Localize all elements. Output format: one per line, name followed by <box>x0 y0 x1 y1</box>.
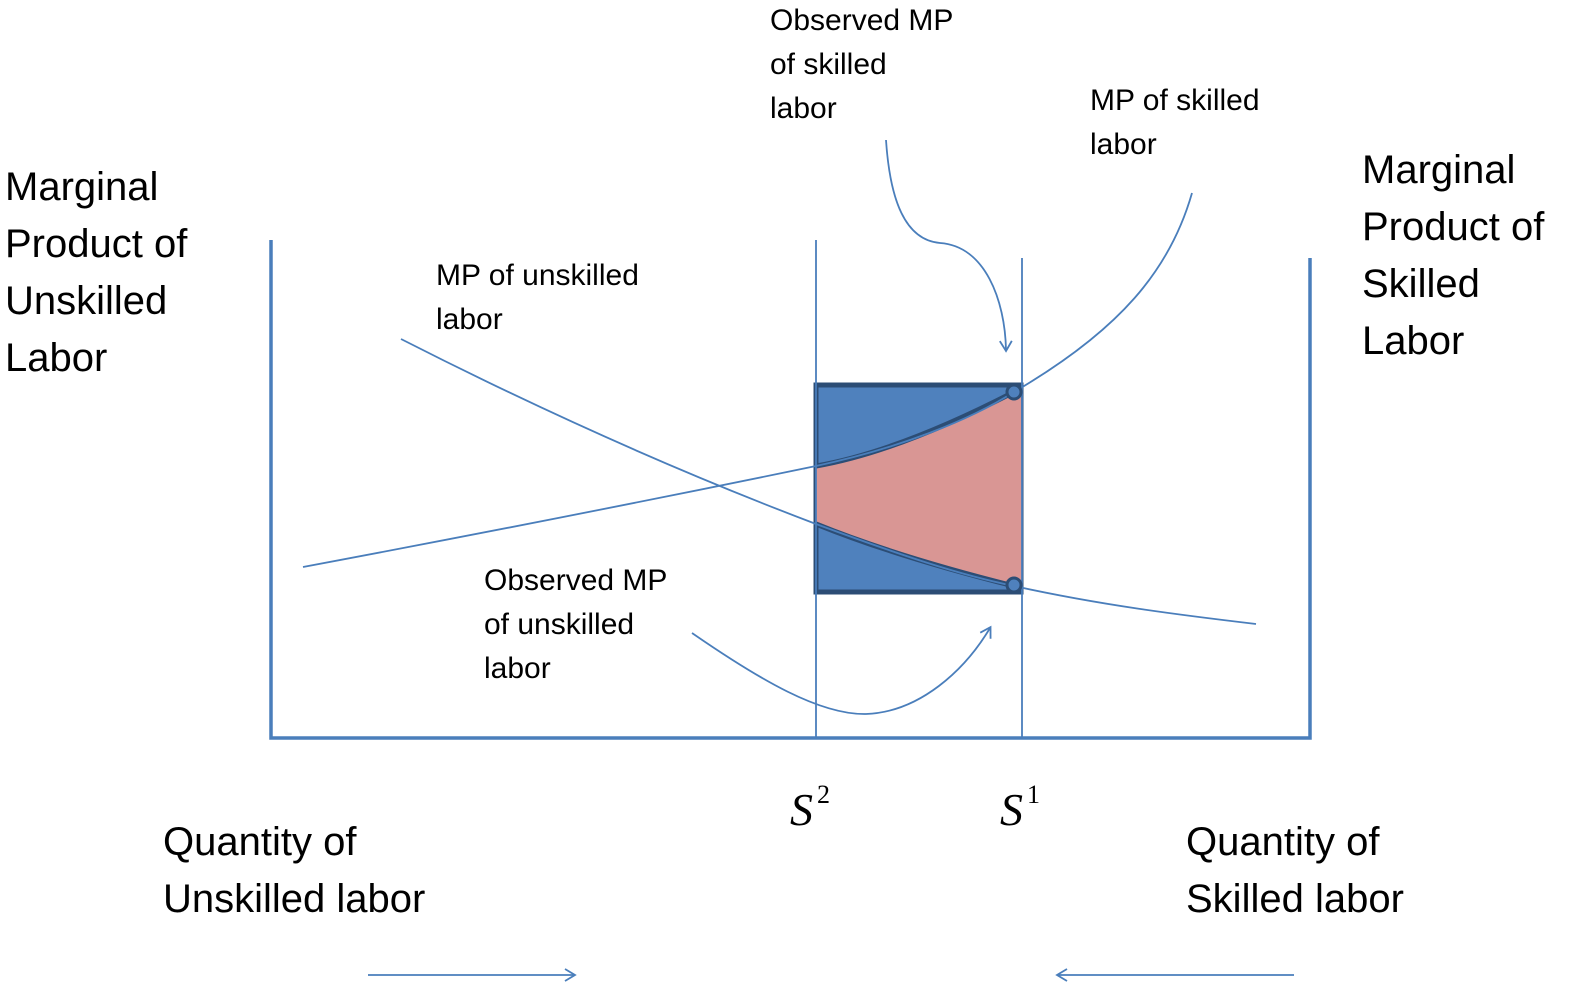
observed-skilled-arrow <box>885 139 1013 353</box>
right-axis-line: Labor <box>1362 319 1464 363</box>
observed-unskilled-arrow <box>691 625 992 715</box>
left-axis-line: Unskilled <box>5 279 167 323</box>
skilled-point <box>1005 383 1023 401</box>
right-axis-line: Product of <box>1362 205 1545 249</box>
quantity-unskilled-line: Quantity of <box>163 820 357 864</box>
mp-unskilled-line: MP of unskilled <box>436 259 639 292</box>
s1-base: S <box>1000 784 1023 835</box>
observed-skilled-line: labor <box>770 92 837 125</box>
observed-skilled-line: of skilled <box>770 48 887 81</box>
axes <box>269 240 1312 740</box>
mp-skilled-curve <box>302 192 1193 568</box>
left-axis-line: Labor <box>5 336 107 380</box>
right-axis-line: Skilled <box>1362 262 1480 306</box>
left-axis-line: Marginal <box>5 165 158 209</box>
left-axis-line: Product of <box>5 222 188 266</box>
observed-skilled-line: Observed MP <box>770 4 953 37</box>
mp-skilled-line: MP of skilled <box>1090 84 1260 117</box>
mp-unskilled-line: labor <box>436 303 503 336</box>
mp-skilled-line: labor <box>1090 128 1157 161</box>
observed-unskilled-line: Observed MP <box>484 564 667 597</box>
gap-region <box>816 392 1022 588</box>
mp-unskilled-curve <box>400 338 1257 625</box>
s2-base: S <box>790 784 813 835</box>
s2-sup: 2 <box>817 780 830 809</box>
quantity-unskilled-line: Unskilled labor <box>163 877 425 921</box>
unskilled-point <box>1005 576 1023 594</box>
quantity-skilled-line: Quantity of <box>1186 820 1380 864</box>
observed-unskilled-line: labor <box>484 652 551 685</box>
observed-unskilled-line: of unskilled <box>484 608 634 641</box>
quantity-skilled-line: Skilled labor <box>1186 877 1404 921</box>
s1-sup: 1 <box>1027 780 1040 809</box>
right-axis-line: Marginal <box>1362 148 1515 192</box>
